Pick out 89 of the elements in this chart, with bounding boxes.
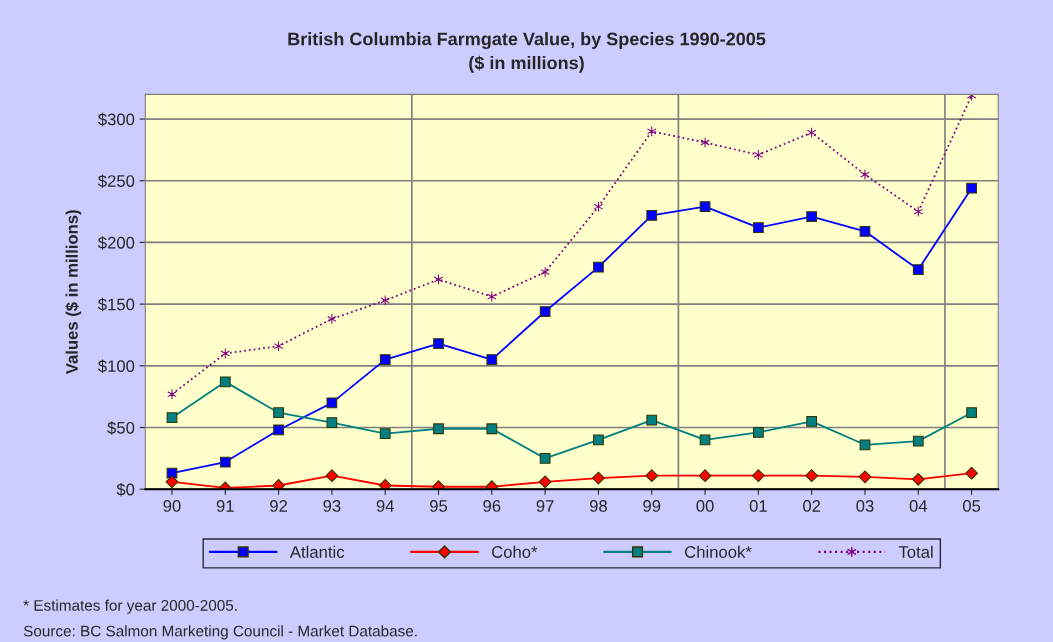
- point: [326, 417, 338, 428]
- x-tick-label: 94: [376, 500, 394, 512]
- point: [753, 149, 764, 161]
- point: [273, 424, 284, 436]
- legend-label: Total: [898, 545, 933, 558]
- point: [219, 456, 231, 468]
- y-axis-title: Values ($ in millions): [65, 210, 82, 375]
- point: [806, 415, 818, 427]
- x-tick-label: 99: [643, 500, 661, 512]
- point: [539, 452, 551, 464]
- point: [699, 434, 711, 446]
- legend-label: Chinook*: [685, 545, 752, 558]
- source-note: Source: BC Salmon Marketing Council - Market Database.: [23, 625, 417, 640]
- point: [166, 412, 178, 424]
- point: [805, 469, 819, 483]
- x-tick-label: 01: [749, 500, 767, 512]
- point: [165, 475, 179, 489]
- chart-title: British Columbia Farmgate Value, by Species 1990-2005 ($ in millions): [288, 32, 766, 73]
- point: [325, 469, 339, 483]
- text: * Estimates for year 2000-2005.: [23, 599, 237, 614]
- point: [647, 126, 657, 137]
- legend-label: Atlantic: [289, 545, 345, 558]
- point: [273, 407, 284, 419]
- point: [966, 407, 977, 419]
- x-tick-label: 03: [856, 500, 874, 512]
- point: [645, 469, 659, 483]
- x-tick-label: 00: [696, 500, 714, 512]
- point: [379, 428, 391, 440]
- point: [487, 291, 497, 303]
- point: [433, 274, 444, 285]
- x-tick-label: 04: [909, 500, 928, 512]
- y-tick-label: $0: [116, 482, 135, 497]
- x-tick-label: 97: [536, 500, 554, 512]
- point: [699, 201, 711, 213]
- point: [965, 466, 978, 480]
- point: [220, 348, 231, 359]
- point: [540, 266, 550, 278]
- point: [593, 261, 604, 273]
- point: [593, 201, 604, 213]
- point: [379, 354, 391, 366]
- x-tick-label: 96: [483, 500, 501, 512]
- x-tick-label: 90: [163, 500, 181, 512]
- point: [751, 469, 765, 483]
- point: [911, 472, 925, 486]
- point: [378, 479, 392, 490]
- point: [752, 427, 764, 438]
- point: [858, 470, 872, 484]
- point: [646, 414, 658, 426]
- point: [912, 264, 924, 275]
- y-tick-label: $300: [98, 112, 135, 127]
- point: [433, 423, 444, 435]
- legend-label: Coho*: [492, 545, 538, 558]
- point: [700, 137, 710, 148]
- point: [859, 225, 871, 237]
- point: [219, 376, 231, 388]
- point: [966, 182, 977, 194]
- point: [326, 397, 338, 409]
- point: [698, 469, 712, 483]
- point: [752, 222, 764, 234]
- y-tick-label: $200: [98, 236, 135, 250]
- point: [646, 209, 658, 221]
- point: [272, 479, 285, 490]
- point: [539, 306, 551, 317]
- point: [912, 435, 924, 447]
- point: [806, 211, 818, 222]
- point: [593, 434, 604, 446]
- y-tick-label: $100: [98, 359, 135, 374]
- point: [859, 439, 871, 451]
- y-tick-label: $150: [98, 297, 135, 312]
- point: [592, 471, 605, 485]
- x-tick-label: 05: [962, 500, 981, 512]
- x-tick-label: 98: [589, 500, 607, 512]
- point: [273, 340, 284, 352]
- x-tick-label: 91: [216, 500, 234, 512]
- point: [433, 338, 444, 349]
- x-tick-label: 92: [270, 500, 288, 512]
- point: [432, 480, 445, 490]
- x-tick-label: 95: [430, 500, 448, 512]
- y-tick-label: $50: [107, 421, 135, 435]
- point: [538, 475, 552, 489]
- point: [327, 313, 337, 325]
- point: [486, 423, 498, 435]
- point: [380, 295, 390, 306]
- point: [806, 127, 817, 138]
- x-tick-label: 02: [803, 500, 821, 512]
- x-tick-label: 93: [323, 500, 341, 512]
- point: [486, 354, 498, 366]
- y-tick-label: $250: [98, 174, 135, 188]
- point: [485, 480, 499, 490]
